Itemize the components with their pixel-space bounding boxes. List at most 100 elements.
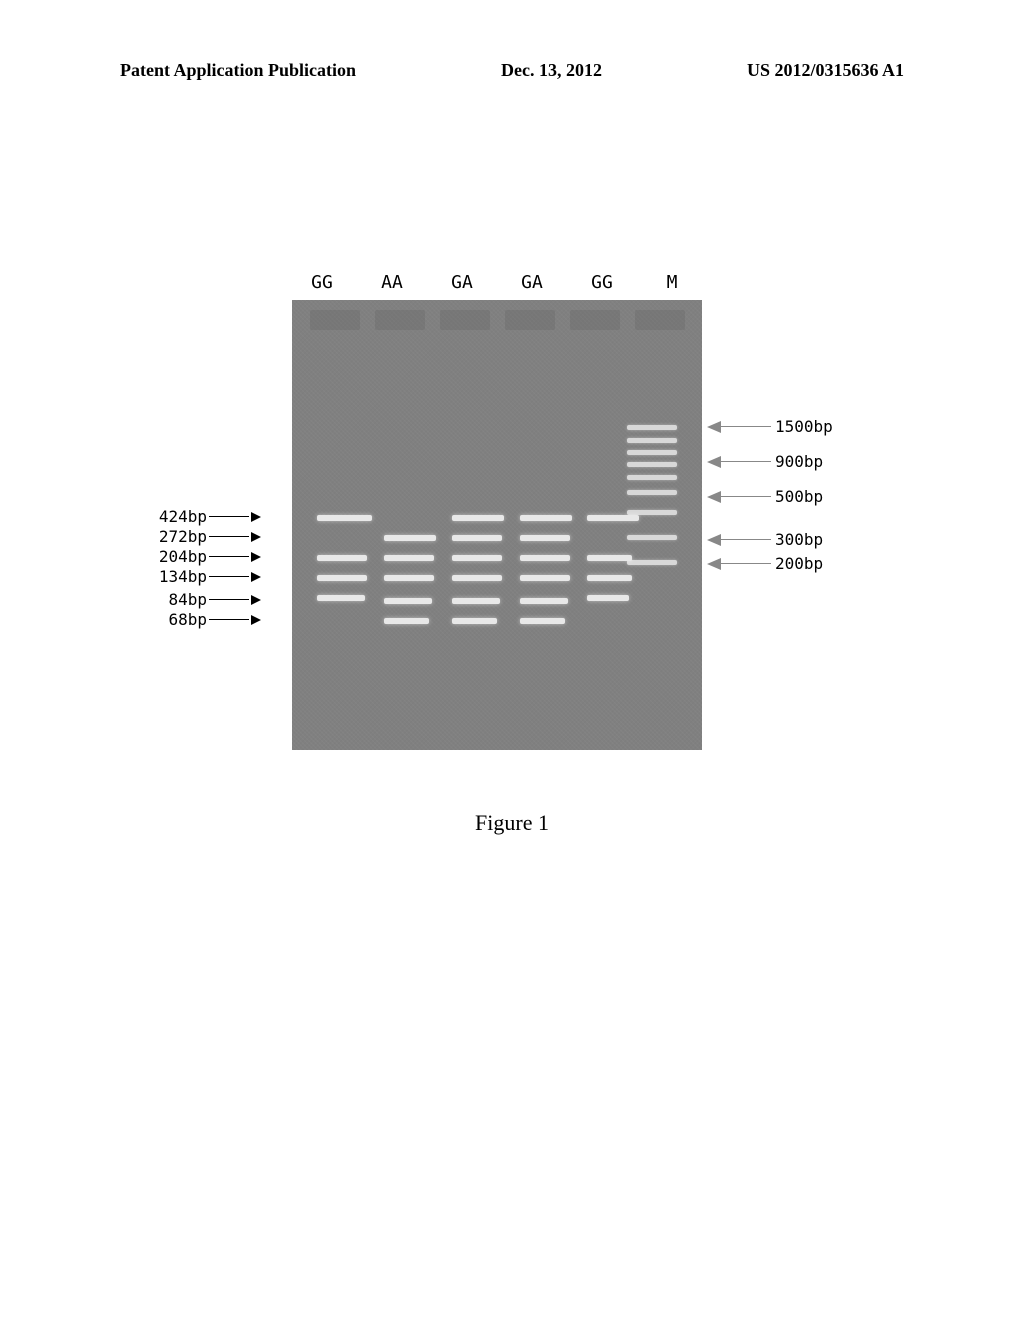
marker-label: 1500bp [775,417,833,436]
gel-band [384,598,432,604]
marker-label: 272bp [152,527,207,546]
figure-container: GG AA GA GA GG M 424bp272bp204bp134bp84b… [162,300,862,750]
lane-label: GA [432,272,492,293]
marker-label: 424bp [152,507,207,526]
arrow-head-icon [251,615,261,625]
gel-band [452,598,500,604]
marker-label: 300bp [775,530,823,549]
gel-band [520,618,565,624]
left-marker-annotation: 424bp [152,507,261,526]
arrow-line [209,576,249,577]
lane-labels-row: GG AA GA GA GG M [292,272,702,293]
gel-band [384,555,434,561]
arrow-line [721,496,771,497]
gel-band [452,618,497,624]
arrow-line [209,536,249,537]
arrow-head-icon [251,552,261,562]
gel-band [452,535,502,541]
wells-row [292,310,702,335]
right-marker-annotation: 500bp [707,487,823,506]
gel-band [317,515,372,521]
gel-well [310,310,360,330]
arrow-line [209,599,249,600]
arrow-head-icon [707,534,721,546]
gel-band [317,555,367,561]
figure-caption: Figure 1 [475,810,549,836]
gel-band [587,595,629,601]
arrow-head-icon [251,532,261,542]
header-publication-type: Patent Application Publication [120,60,356,81]
gel-band [384,575,434,581]
arrow-line [209,516,249,517]
arrow-head-icon [251,572,261,582]
arrow-head-icon [707,491,721,503]
ladder-band [627,462,677,467]
gel-well [375,310,425,330]
arrow-line [721,563,771,564]
gel-well [570,310,620,330]
page-header: Patent Application Publication Dec. 13, … [0,60,1024,81]
gel-well [505,310,555,330]
ladder-band [627,438,677,443]
arrow-line [721,426,771,427]
header-date: Dec. 13, 2012 [501,60,602,81]
arrow-head-icon [707,421,721,433]
left-marker-annotation: 272bp [152,527,261,546]
arrow-line [721,539,771,540]
marker-label: 900bp [775,452,823,471]
right-marker-annotation: 900bp [707,452,823,471]
gel-well [440,310,490,330]
lane-label: AA [362,272,422,293]
lane-label: M [642,272,702,293]
ladder-band [627,535,677,540]
gel-band [384,535,436,541]
marker-label: 68bp [152,610,207,629]
left-marker-annotation: 68bp [152,610,261,629]
left-marker-annotation: 204bp [152,547,261,566]
arrow-head-icon [707,558,721,570]
gel-band [452,575,502,581]
left-marker-annotation: 134bp [152,567,261,586]
gel-well [635,310,685,330]
gel-band [317,595,365,601]
gel-band [452,555,502,561]
arrow-line [721,461,771,462]
right-marker-annotation: 300bp [707,530,823,549]
gel-band [520,598,568,604]
right-marker-annotation: 1500bp [707,417,833,436]
arrow-head-icon [251,512,261,522]
gel-band [317,575,367,581]
marker-label: 200bp [775,554,823,573]
marker-label: 204bp [152,547,207,566]
marker-label: 500bp [775,487,823,506]
lane-label: GG [292,272,352,293]
gel-band [520,575,570,581]
lane-label: GG [572,272,632,293]
gel-band [587,515,639,521]
gel-band [520,555,570,561]
gel-band [452,515,504,521]
gel-texture [292,300,702,750]
ladder-band [627,425,677,430]
gel-band [384,618,429,624]
gel-band [520,535,570,541]
right-marker-annotation: 200bp [707,554,823,573]
arrow-head-icon [251,595,261,605]
arrow-line [209,619,249,620]
gel-wrapper [292,300,862,750]
marker-label: 84bp [152,590,207,609]
gel-band [520,515,572,521]
lane-label: GA [502,272,562,293]
gel-band [587,575,632,581]
header-publication-number: US 2012/0315636 A1 [747,60,904,81]
marker-label: 134bp [152,567,207,586]
left-marker-annotation: 84bp [152,590,261,609]
ladder-band [627,490,677,495]
arrow-line [209,556,249,557]
ladder-band [627,475,677,480]
ladder-band [627,450,677,455]
gel-image [292,300,702,750]
gel-band [587,555,632,561]
arrow-head-icon [707,456,721,468]
ladder-band [627,560,677,565]
